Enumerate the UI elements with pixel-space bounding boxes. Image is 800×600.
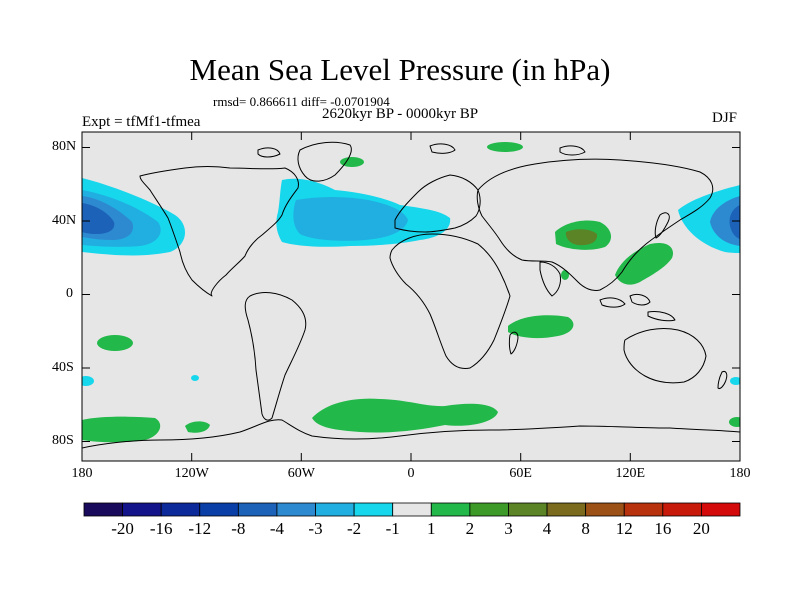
colorbar-box [508,502,548,517]
colorbar [83,502,741,517]
colorbar-box [237,502,278,517]
lon-label-0: 0 [407,466,415,481]
colorbar-box [623,502,664,517]
colorbar-box [585,502,625,517]
colorbar-box [199,502,239,517]
anomaly-cyan-spot [191,375,199,381]
colorbar-label: -1 [385,519,400,538]
colorbar-box [662,502,702,517]
colorbar-label: -3 [308,519,323,538]
anomaly-south-pacific-high [97,335,133,351]
lon-label-180e: 180 [729,466,751,481]
stats-text: rmsd= 0.866611 diff= -0.0701904 [213,94,390,109]
anomaly-north-pacific-west [82,178,186,256]
lat-label-80n: 80N [52,139,77,154]
colorbar-label: 20 [692,519,710,538]
experiment-label: Expt = tfMf1-tfmea [82,114,201,130]
anomaly-indian-ocean-high [508,315,574,339]
anomaly-cyan-spot [730,377,740,385]
colorbar-label: -8 [231,519,246,538]
map-title: Mean Sea Level Pressure (in hPa) [189,52,611,87]
colorbar-box [430,502,471,517]
colorbar-box [122,502,162,517]
colorbar-box [701,502,741,517]
anomaly-north-pacific-east [678,185,740,253]
colorbar-label: -16 [149,519,173,538]
anomaly-southern-ocean-high [312,398,498,433]
colorbar-label: 1 [427,519,436,538]
colorbar-label: 8 [581,519,590,538]
anomaly-arctic-high [487,142,523,152]
lon-label-60w: 60W [287,466,315,481]
colorbar-box [83,502,123,517]
map-ticks [82,132,740,461]
anomaly-small-high [561,270,569,280]
lon-label-120e: 120E [615,466,646,481]
colorbar-box [392,502,432,517]
colorbar-box [160,502,201,517]
anomaly-west-pacific-high [615,242,674,285]
colorbar-box [315,502,355,517]
coastlines [82,141,740,461]
colorbar-box [276,502,316,517]
colorbar-label: 2 [465,519,475,538]
anomaly-arctic-high [340,157,364,167]
colorbar-label: -2 [347,519,362,538]
season-label: DJF [712,110,738,126]
colorbar-box [546,502,587,517]
anomaly-asia-high [555,220,612,250]
anomaly-southern-ocean-high-east [729,417,740,427]
lat-label-80s: 80S [52,433,74,448]
colorbar-label: 4 [542,519,552,538]
anomaly-north-atlantic [276,178,451,247]
colorbar-label: -20 [111,519,134,538]
colorbar-box [469,502,509,517]
colorbar-box [353,502,394,517]
colorbar-label: -4 [269,519,285,538]
anomaly-cyan-spot [82,376,94,386]
colorbar-label: 16 [654,519,672,538]
anomaly-southern-ocean-high-small [185,421,210,433]
lat-label-0: 0 [66,286,73,301]
colorbar-label: 3 [504,519,513,538]
period-text: 2620kyr BP - 0000kyr BP [322,106,479,122]
colorbar-label: -12 [188,519,212,538]
lat-label-40s: 40S [52,360,74,375]
colorbar-label: 12 [615,519,633,538]
lat-label-40n: 40N [52,213,77,228]
lon-label-60e: 60E [509,466,532,481]
lon-label-180w: 180 [71,466,93,481]
lon-label-120w: 120W [174,466,209,481]
anomaly-southern-ocean-high-west [82,416,161,443]
